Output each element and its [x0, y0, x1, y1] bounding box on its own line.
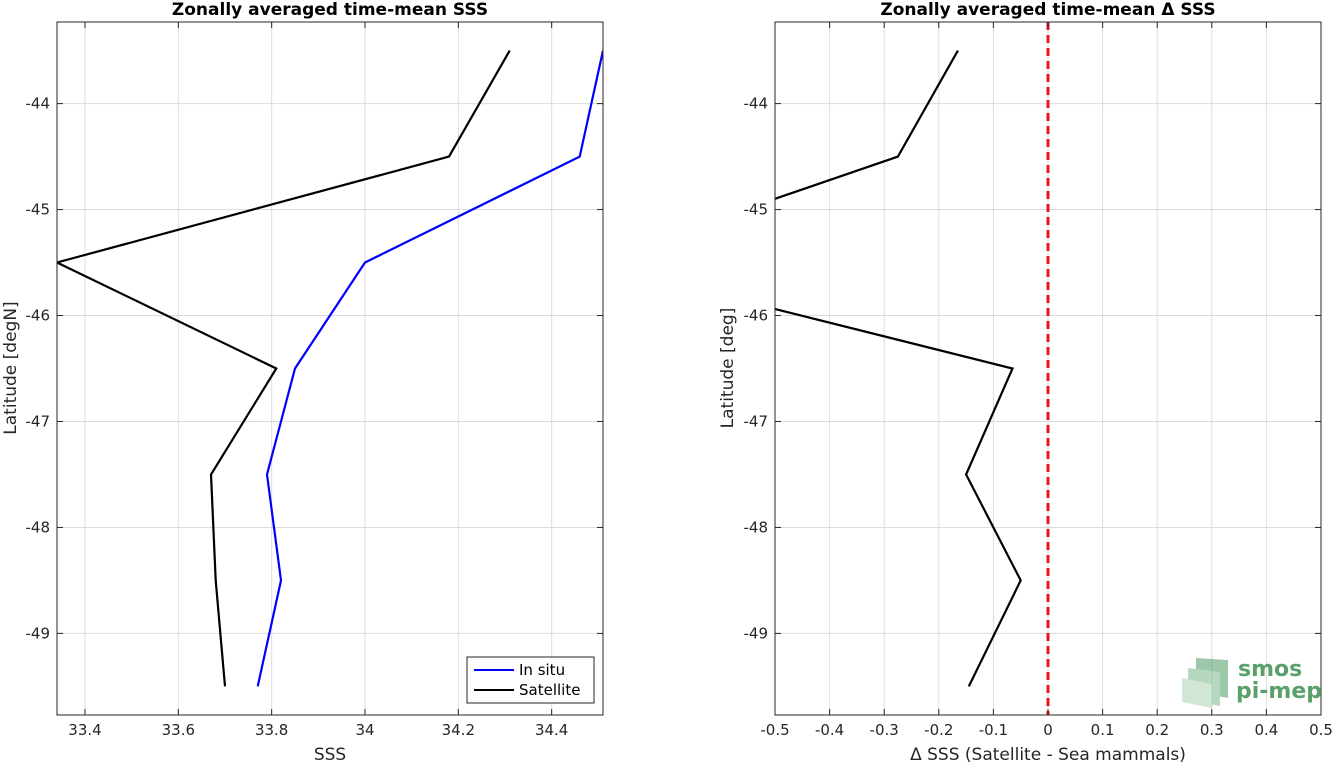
delta-title: Zonally averaged time-mean Δ SSS	[880, 0, 1215, 20]
sss-ticks: 33.4 33.6 33.8 34 34.2 34.4 -44 -45 -46 -47 -48 -49	[26, 22, 603, 739]
sss-ytick-label: -44	[26, 95, 51, 113]
delta-ytick-label: -46	[744, 307, 769, 325]
sss-ytick-label: -46	[26, 307, 51, 325]
legend-box	[466, 656, 595, 704]
sss-xtick-label: 34	[355, 721, 374, 739]
sss-ytick-label: -45	[26, 201, 51, 219]
delta-xtick-label: 0	[1043, 721, 1053, 739]
delta-xtick-label: 0.3	[1200, 721, 1224, 739]
delta-line-series-0	[775, 50, 1022, 687]
logo-text-pi-mep: pi-mep	[1236, 679, 1322, 704]
delta-sss-panel: -0.5 -0.4 -0.3 -0.2 -0.1 0 0.1 0.2 0.3 0.4 0.5 -44 -…	[718, 0, 1333, 764]
sss-ytick-label: -48	[26, 518, 51, 536]
sss-line-in-situ	[256, 50, 603, 687]
delta-xtick-label: 0.5	[1309, 721, 1333, 739]
sss-ylabel: Latitude [degN]	[1, 301, 21, 434]
sss-xtick-label: 34.4	[535, 721, 568, 739]
delta-xtick-label: -0.3	[870, 721, 899, 739]
sss-xtick-label: 34.2	[442, 721, 475, 739]
logo-emblem-icon	[1182, 658, 1228, 708]
smos-pi-mep-logo: smos pi-mep	[1182, 657, 1322, 708]
sss-axes-box	[56, 21, 604, 716]
delta-lines	[775, 22, 1050, 715]
delta-xtick-label: 0.1	[1091, 721, 1115, 739]
delta-ytick-label: -47	[744, 412, 769, 430]
delta-xtick-label: 0.2	[1145, 721, 1169, 739]
sss-xlabel: SSS	[314, 745, 346, 764]
sss-xtick-label: 33.6	[162, 721, 195, 739]
legend-label-in-situ: In situ	[519, 661, 565, 679]
delta-ticks: -0.5 -0.4 -0.3 -0.2 -0.1 0 0.1 0.2 0.3 0.4 0.5 -44 -…	[744, 22, 1333, 739]
sss-ytick-label: -47	[26, 412, 51, 430]
delta-xtick-label: 0.4	[1254, 721, 1278, 739]
delta-ylabel: Latitude [deg]	[718, 308, 738, 429]
delta-xtick-label: -0.4	[815, 721, 844, 739]
delta-xlabel: Δ SSS (Satellite - Sea mammals)	[910, 745, 1186, 764]
delta-ytick-label: -44	[744, 95, 769, 113]
delta-ytick-label: -49	[744, 624, 769, 642]
delta-ytick-label: -45	[744, 201, 769, 219]
delta-xtick-label: -0.5	[760, 721, 789, 739]
sss-ytick-label: -49	[26, 624, 51, 642]
logo-text-smos: smos	[1238, 657, 1302, 682]
sss-lines	[57, 50, 603, 687]
delta-xtick-label: -0.2	[924, 721, 953, 739]
legend: In situ Satellite	[466, 656, 595, 704]
legend-label-satellite: Satellite	[519, 681, 580, 699]
sss-title: Zonally averaged time-mean SSS	[172, 0, 488, 20]
sss-panel: 33.4 33.6 33.8 34 34.2 34.4 -44 -45 -46 -47 -48 -49…	[1, 0, 604, 764]
sss-xtick-label: 33.4	[68, 721, 101, 739]
delta-xtick-label: -0.1	[979, 721, 1008, 739]
delta-ytick-label: -48	[744, 518, 769, 536]
sss-plot-area	[57, 22, 603, 715]
sss-xtick-label: 33.8	[255, 721, 288, 739]
sss-line-satellite	[57, 50, 511, 687]
